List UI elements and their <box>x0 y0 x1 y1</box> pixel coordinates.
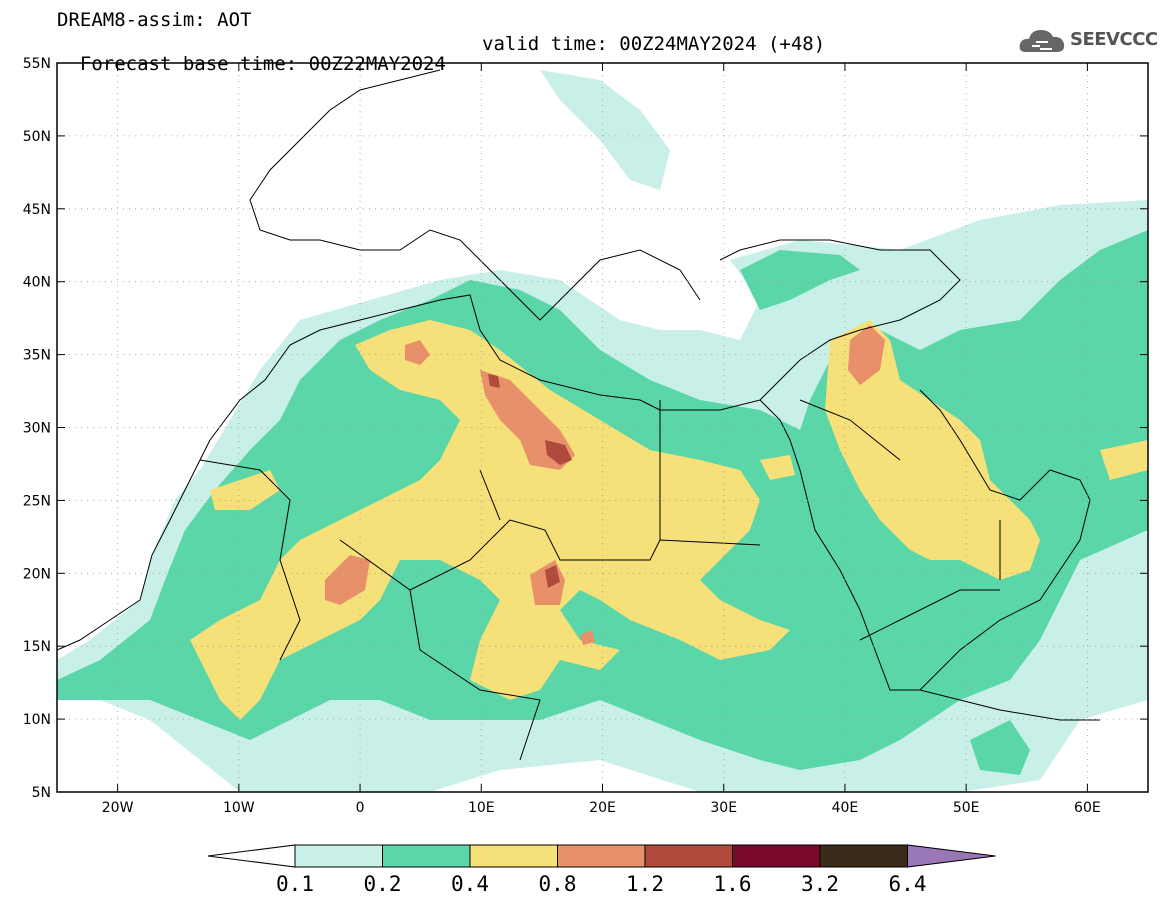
lat-label: 30N <box>23 421 51 437</box>
lat-label: 45N <box>23 202 51 218</box>
colorbar-segment <box>469 844 558 868</box>
aot-level-3 <box>190 320 1148 720</box>
colorbar-segment <box>557 844 646 868</box>
colorbar-segment <box>294 844 383 868</box>
logo-text: SEEVCCC <box>1070 29 1158 50</box>
lon-label: 30E <box>710 800 737 816</box>
valid-time: valid time: 00Z24MAY2024 (+48) <box>482 33 826 55</box>
colorbar-under-triangle <box>207 844 296 868</box>
cloud-icon <box>1019 30 1065 52</box>
axis-ticks <box>57 62 1148 793</box>
colorbar-label: 0.4 <box>451 872 489 896</box>
lon-label: 50E <box>953 800 980 816</box>
lat-label: 50N <box>23 129 51 145</box>
map-title: DREAM8-assim: AOT <box>57 9 252 31</box>
lat-label: 55N <box>23 56 51 72</box>
lat-label: 35N <box>23 348 51 364</box>
lon-label: 60E <box>1074 800 1101 816</box>
coastlines <box>57 69 1100 761</box>
lat-label: 5N <box>32 785 51 801</box>
lat-label: 40N <box>23 275 51 291</box>
lon-label: 0 <box>356 800 365 816</box>
lat-label: 25N <box>23 493 51 509</box>
lon-label: 20W <box>102 800 134 816</box>
lat-label: 20N <box>23 566 51 582</box>
seevccc-logo: SEEVCCC <box>1018 24 1158 58</box>
colorbar-segment <box>819 844 908 868</box>
colorbar: 0.1 0.2 0.4 0.8 1.2 1.6 3.2 6.4 <box>207 844 996 896</box>
lon-label: 10E <box>468 800 495 816</box>
lat-label: 10N <box>23 712 51 728</box>
forecast-base-time: Forecast base time: 00Z22MAY2024 <box>79 53 446 75</box>
colorbar-label: 3.2 <box>801 872 839 896</box>
colorbar-label: 6.4 <box>889 872 927 896</box>
colorbar-label: 1.2 <box>626 872 664 896</box>
colorbar-label: 0.2 <box>364 872 402 896</box>
aot-level-5 <box>488 374 572 588</box>
aot-field <box>57 70 1148 792</box>
lat-label: 15N <box>23 639 51 655</box>
colorbar-over-triangle <box>907 844 996 868</box>
colorbar-segment <box>732 844 821 868</box>
colorbar-segment <box>644 844 733 868</box>
colorbar-label: 0.8 <box>539 872 577 896</box>
colorbar-segment <box>382 844 471 868</box>
lon-label: 10W <box>223 800 255 816</box>
lon-label: 20E <box>589 800 616 816</box>
colorbar-label: 1.6 <box>714 872 752 896</box>
lon-label: 40E <box>832 800 859 816</box>
colorbar-label: 0.1 <box>276 872 314 896</box>
